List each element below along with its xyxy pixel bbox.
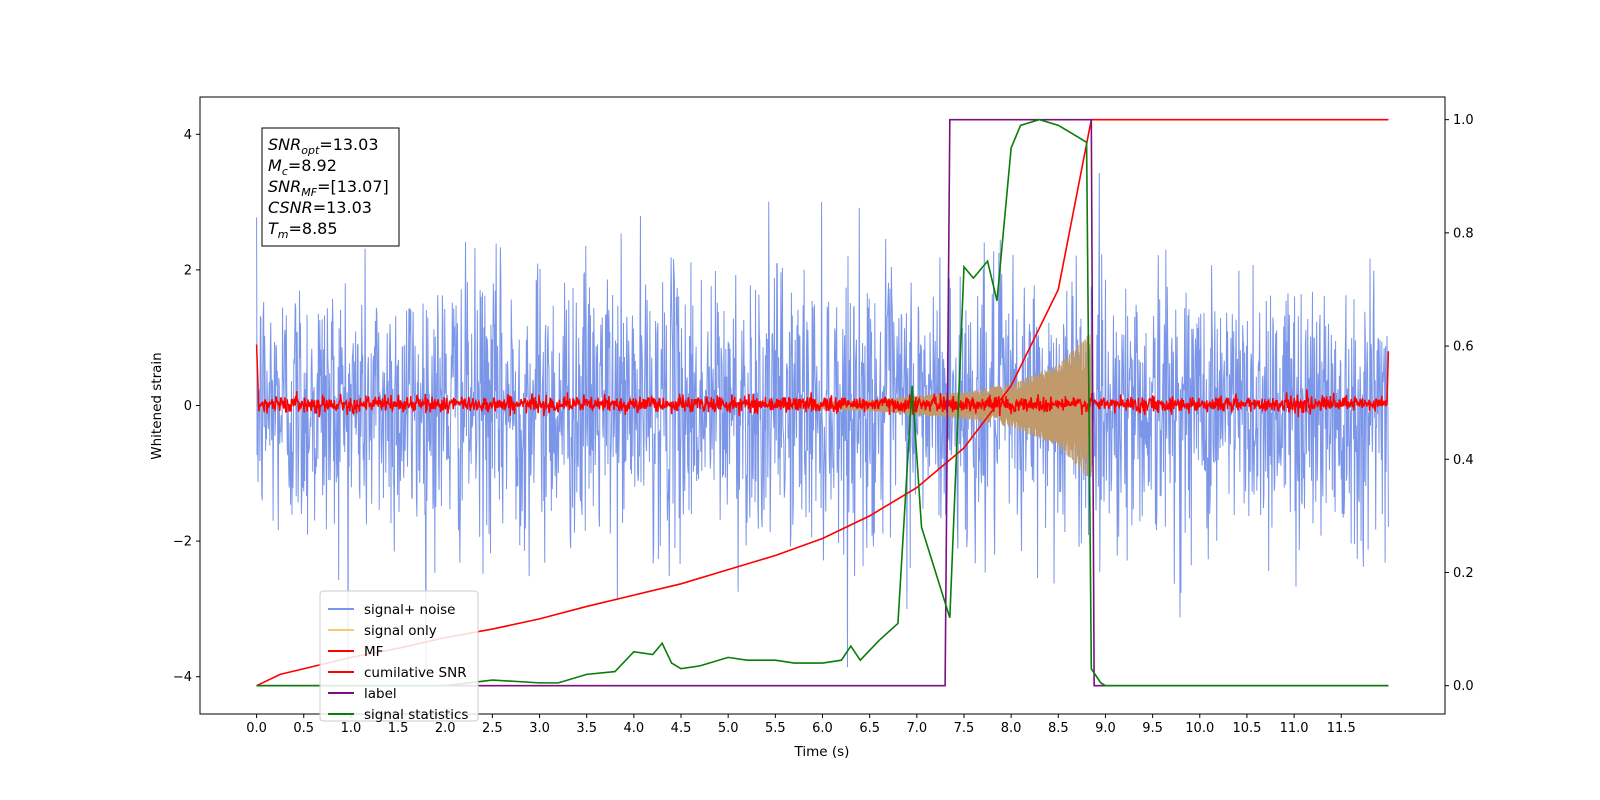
x-tick-label: 5.5 <box>765 721 786 736</box>
legend-frame <box>319 590 479 722</box>
info-line: SNRMF=[13.07] <box>268 177 389 199</box>
info-value: =8.85 <box>289 219 338 238</box>
legend-label: signal+ noise <box>364 602 455 618</box>
y-right-tick-label: 1.0 <box>1453 113 1474 128</box>
x-tick-label: 0.5 <box>293 721 314 736</box>
info-subscript: c <box>282 165 288 178</box>
info-value: =13.03 <box>319 135 378 154</box>
x-tick-label: 7.0 <box>906 721 927 736</box>
info-symbol: SNR <box>268 135 301 154</box>
info-subscript: m <box>278 228 289 241</box>
series-signal-statistics <box>256 118 1389 687</box>
info-line: SNRopt=13.03 <box>268 135 379 157</box>
x-tick-label: 7.5 <box>954 721 975 736</box>
legend-label: signal statistics <box>364 707 468 723</box>
info-symbol: T <box>268 219 279 238</box>
y-right-tick-label: 0.2 <box>1453 566 1474 581</box>
x-tick-label: 2.5 <box>482 721 503 736</box>
info-line: CSNR=13.03 <box>268 198 372 217</box>
info-value: =8.92 <box>288 156 337 175</box>
tick-layer: 0.0 0.5 1.0 1.5 2.0 2.5 3.0 3.5 4.0 4.5 5.0 5.5 6.0 6… <box>173 113 1474 736</box>
x-tick-label: 8.5 <box>1048 721 1069 736</box>
info-symbol: CSNR <box>268 198 313 217</box>
x-tick-label: 11.5 <box>1327 721 1356 736</box>
x-tick-label: 6.5 <box>859 721 880 736</box>
y-axis-label: Whitened strain <box>149 352 165 459</box>
info-symbol: SNR <box>268 177 301 196</box>
x-tick-label: 2.0 <box>435 721 456 736</box>
x-tick-label: 10.5 <box>1232 721 1261 736</box>
y-right-tick-label: 0.6 <box>1453 340 1474 355</box>
x-tick-label: 5.0 <box>718 721 739 736</box>
x-tick-label: 1.5 <box>388 721 409 736</box>
x-tick-label: 4.5 <box>671 721 692 736</box>
x-tick-label: 8.0 <box>1001 721 1022 736</box>
info-line: Tm=8.85 <box>268 219 338 241</box>
y-right-tick-label: 0.8 <box>1453 226 1474 241</box>
x-axis-label: Time (s) <box>794 744 850 760</box>
y-right-tick-label: 0.0 <box>1453 679 1474 694</box>
legend: signal+ noise signal only MF cumilative SNR… <box>319 590 479 723</box>
info-box-frame <box>261 127 400 247</box>
x-tick-label: 0.0 <box>246 721 267 736</box>
y-right-tick-label: 0.4 <box>1453 453 1474 468</box>
x-tick-label: 11.0 <box>1280 721 1309 736</box>
x-tick-label: 6.0 <box>812 721 833 736</box>
x-tick-label: 9.5 <box>1142 721 1163 736</box>
info-box: SNRopt=13.03Mc=8.92SNRMF=[13.07]CSNR=13.… <box>261 127 400 247</box>
x-tick-label: 3.5 <box>576 721 597 736</box>
legend-label: signal only <box>364 623 437 639</box>
y-left-tick-label: −2 <box>173 535 192 550</box>
info-value: =13.03 <box>313 198 372 217</box>
x-tick-label: 3.0 <box>529 721 550 736</box>
y-left-tick-label: −4 <box>173 670 192 685</box>
y-left-tick-label: 4 <box>184 128 192 143</box>
x-tick-label: 10.0 <box>1185 721 1214 736</box>
legend-label: label <box>364 686 397 702</box>
legend-label: MF <box>364 644 383 660</box>
series-mf <box>255 344 1390 418</box>
series-signal-noise <box>256 172 1389 670</box>
y-left-tick-label: 0 <box>184 399 192 414</box>
info-subscript: opt <box>301 144 320 157</box>
x-tick-label: 9.0 <box>1095 721 1116 736</box>
x-tick-label: 1.0 <box>341 721 362 736</box>
info-value: =[13.07] <box>317 177 389 196</box>
legend-label: cumilative SNR <box>364 665 467 681</box>
info-line: Mc=8.92 <box>268 156 337 178</box>
y-left-tick-label: 2 <box>184 263 192 278</box>
x-tick-label: 4.0 <box>624 721 645 736</box>
info-subscript: MF <box>301 186 317 199</box>
info-symbol: M <box>268 156 282 175</box>
